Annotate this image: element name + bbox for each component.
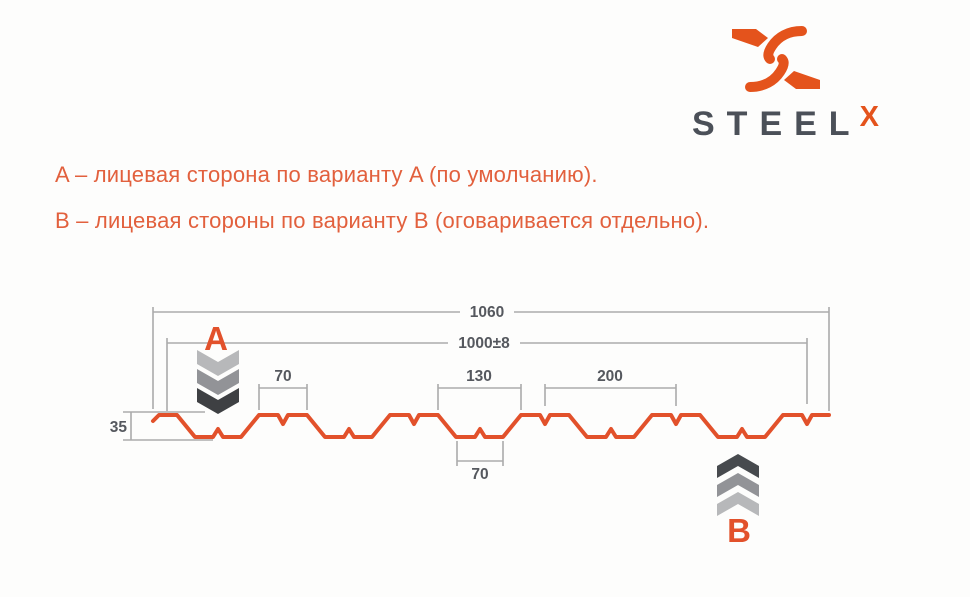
dim-valley-opening: 130 bbox=[437, 368, 522, 410]
dim-working-width: 1000±8 bbox=[166, 335, 808, 411]
logo-arm-bottom-right bbox=[784, 71, 820, 89]
note-variant-b: B – лицевая стороны по варианту B (огова… bbox=[55, 208, 710, 233]
dim-overall-width: 1060 bbox=[152, 304, 830, 411]
dim-profile-height-label: 35 bbox=[110, 419, 128, 436]
logo-s-bottom-stroke bbox=[745, 54, 789, 92]
logo-s-top-stroke bbox=[763, 26, 807, 64]
steelx-x-monogram-icon bbox=[732, 26, 820, 92]
dim-overall-width-label: 1060 bbox=[470, 304, 504, 321]
chevrons-down-icon bbox=[197, 350, 239, 414]
logo-arm-top-left bbox=[732, 29, 768, 47]
dim-profile-height: 35 bbox=[110, 411, 213, 441]
logo-wordmark: STEELX bbox=[692, 101, 879, 144]
dim-valley-opening-label: 130 bbox=[466, 368, 492, 385]
logo-wordmark-text: STEEL bbox=[692, 105, 862, 143]
dim-top-flange: 70 bbox=[258, 368, 308, 410]
dim-rib-pitch: 200 bbox=[544, 368, 677, 406]
dim-rib-pitch-label: 200 bbox=[597, 368, 623, 385]
note-variant-a: A – лицевая сторона по варианту A (по ум… bbox=[55, 162, 598, 187]
sheet-profile-outline bbox=[151, 413, 831, 439]
dim-top-flange-label: 70 bbox=[274, 368, 291, 385]
chevrons-up-icon bbox=[717, 454, 759, 516]
marker-side-a-label: A bbox=[204, 320, 228, 357]
marker-side-b: B bbox=[717, 454, 759, 549]
dim-bottom-flange: 70 bbox=[456, 441, 504, 483]
dim-bottom-flange-label: 70 bbox=[471, 466, 488, 483]
logo-wordmark-sup: X bbox=[859, 101, 879, 133]
marker-side-b-label: B bbox=[727, 512, 751, 549]
marker-side-a: A bbox=[197, 320, 239, 414]
dim-working-width-label: 1000±8 bbox=[458, 335, 510, 352]
logo: STEELX bbox=[692, 15, 907, 150]
